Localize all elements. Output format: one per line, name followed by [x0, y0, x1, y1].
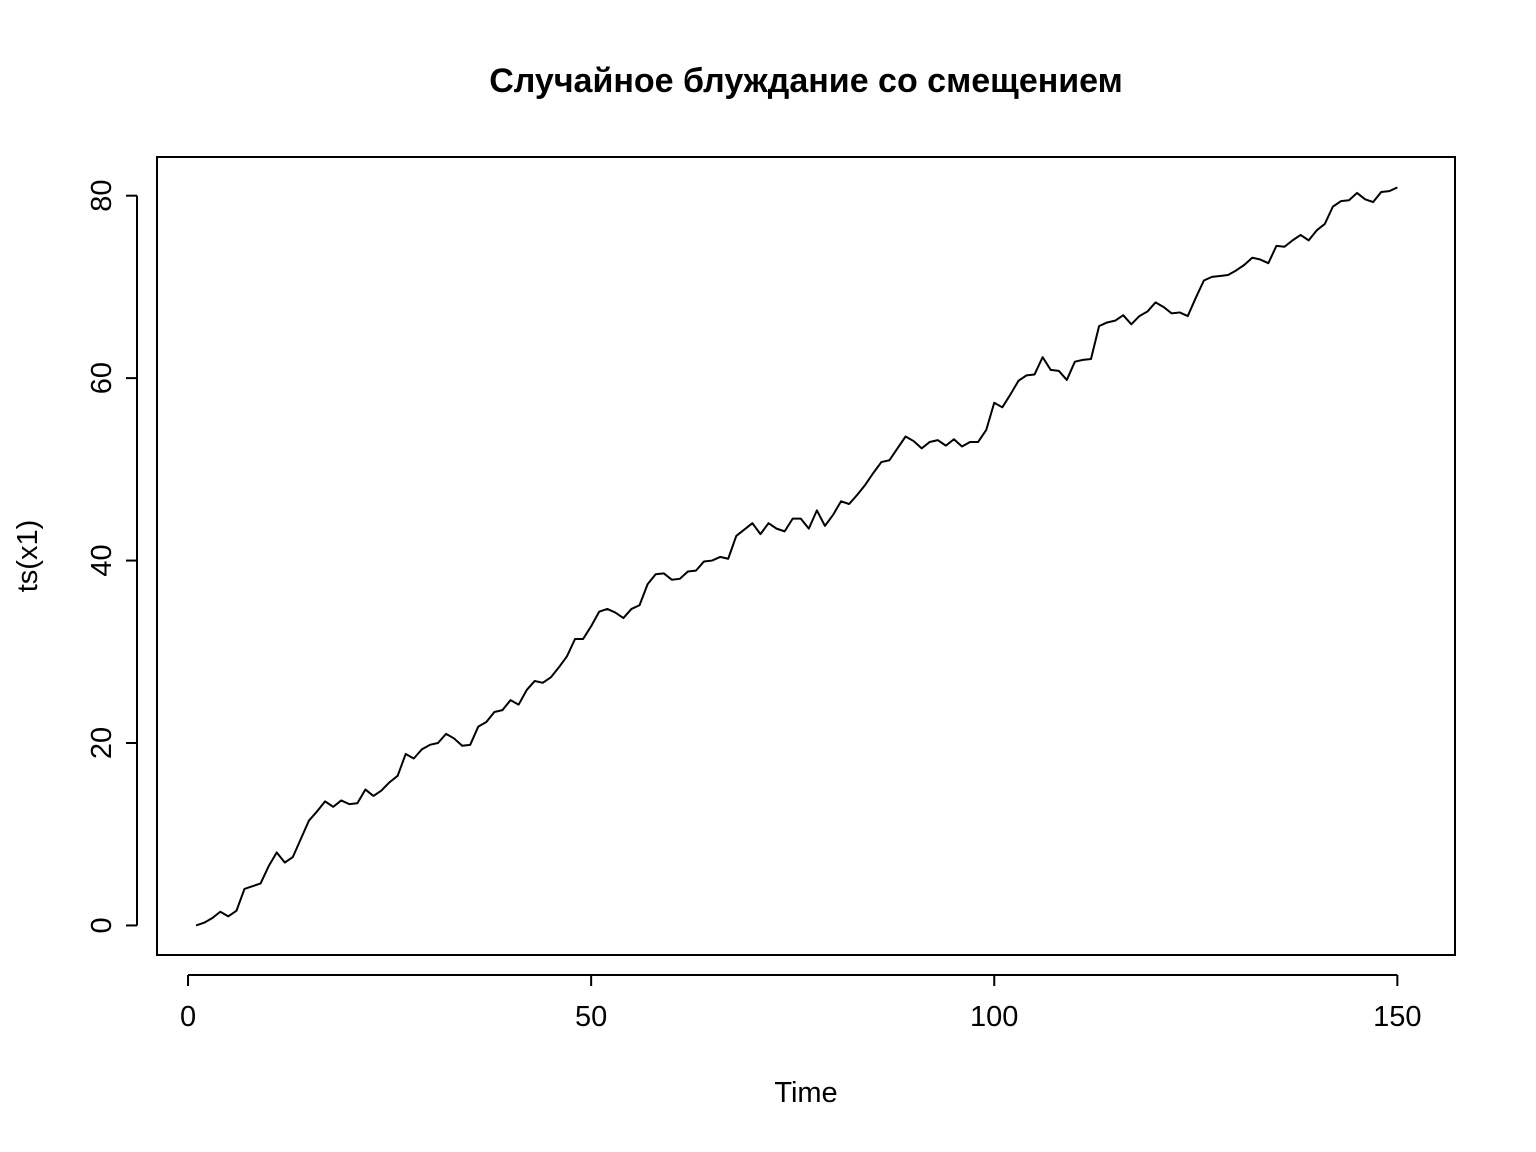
x-axis: 0 50 100 150 — [180, 974, 1422, 1033]
x-tick-label: 100 — [970, 1001, 1018, 1033]
x-axis-label: Time — [774, 1077, 837, 1109]
y-axis-label: ts(x1) — [12, 520, 44, 593]
y-tick-label: 0 — [86, 917, 118, 933]
y-tick-label: 40 — [86, 544, 118, 576]
x-tick-label: 50 — [575, 1001, 607, 1033]
y-tick-label: 20 — [86, 727, 118, 759]
chart-title: Случайное блуждание со смещением — [489, 62, 1123, 100]
y-axis: 0 20 40 60 80 — [86, 180, 138, 934]
y-tick-label: 60 — [86, 362, 118, 394]
y-tick-label: 80 — [86, 180, 118, 212]
plot-frame — [156, 156, 1456, 956]
x-tick-label: 150 — [1373, 1001, 1421, 1033]
x-tick-label: 0 — [180, 1001, 196, 1033]
series-line — [195, 186, 1398, 927]
